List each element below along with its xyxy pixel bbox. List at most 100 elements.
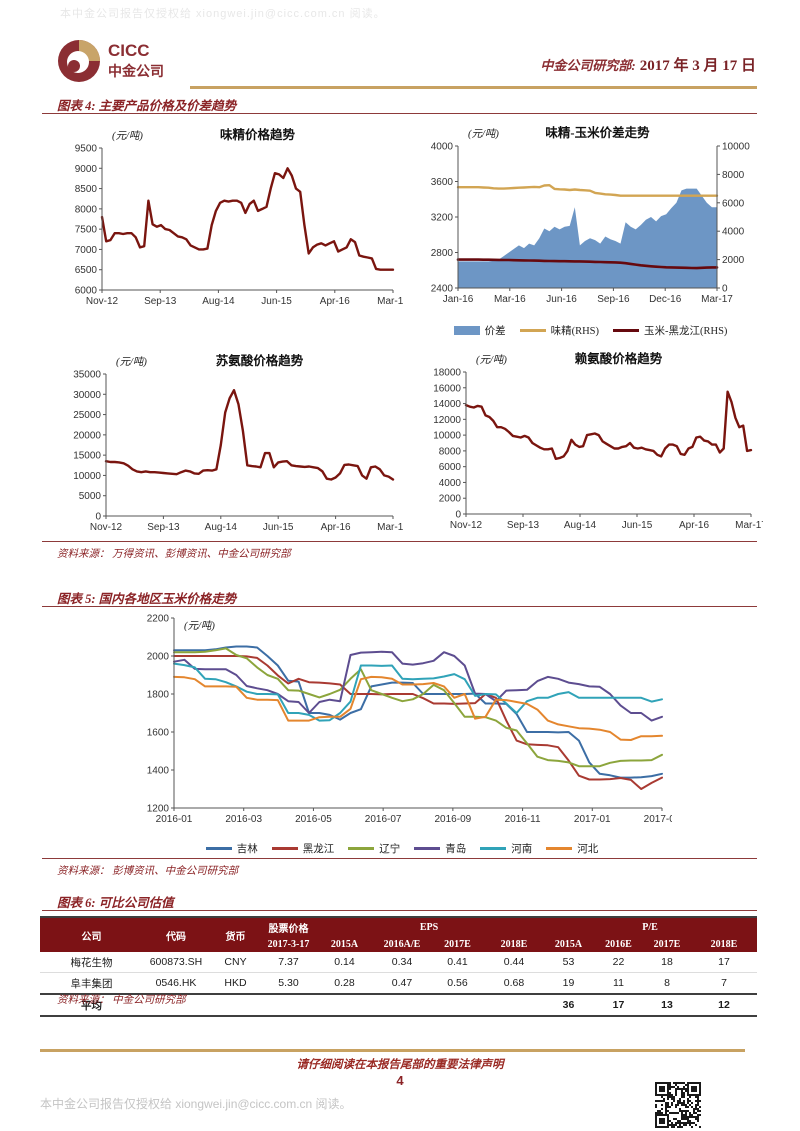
table-cell: CNY (224, 956, 247, 968)
col-subheader: 2017E (430, 937, 485, 952)
legend-label: 青岛 (445, 844, 467, 855)
chart-title: 赖氨酸价格趋势 (575, 351, 663, 366)
table-cell: 0.28 (334, 977, 355, 989)
chart-canvas: 1200 1400 1600 1800 2000 2200 2016-01 2016-03 20… (147, 614, 681, 826)
table-cell: 平均 (81, 1000, 102, 1012)
figure5-bottom-rule (42, 858, 757, 859)
x-tick-label: Apr-16 (320, 296, 350, 307)
table-cell: 13 (661, 999, 673, 1011)
figure4-title-rule (42, 113, 757, 114)
col-subheader: 2018E (691, 937, 757, 952)
legend-label: 黑龙江 (302, 844, 335, 855)
col-subheader: 2016E (594, 937, 643, 952)
qr-code (655, 1082, 701, 1131)
table-row: 阜丰集团 0546.HK HKD 5.30 0.28 0.47 0.56 0.68 19 11 8 7 (40, 973, 757, 994)
chart-canvas: 0 2000 4000 6000 8000 10000 12000 14000 16000 180… (433, 351, 767, 531)
table-cell: 0.68 (503, 977, 525, 989)
figure6-title: 图表 6: 可比公司估值 (57, 896, 174, 910)
series-line-河南 (173, 662, 663, 722)
table-cell: 22 (612, 956, 625, 968)
legend-swatch (519, 329, 546, 332)
table-cell (262, 994, 315, 1016)
table-cell: 5.30 (278, 977, 299, 989)
table-cell: 0.14 (334, 956, 355, 968)
y-tick-label: 0 (95, 512, 101, 523)
bottom-watermark: 本中金公司报告仅授权给 xiongwei.jin@cicc.com.cn 阅读。 (40, 1097, 352, 1111)
y-tick-label: 5000 (79, 491, 102, 502)
y2-tick-label: 2000 (722, 255, 745, 266)
x-tick-label: Nov-12 (450, 520, 483, 531)
chart-canvas: 0 5000 10000 15000 20000 25000 30000 35000 Nov-1… (73, 353, 409, 533)
col-subheader: 2017E (643, 937, 691, 952)
x-tick-label: 2016-07 (365, 814, 402, 825)
y-tick-label: 6000 (75, 286, 98, 297)
y-tick-label: 30000 (73, 390, 101, 401)
legend-swatch (205, 847, 232, 850)
col-header: 公司 (40, 917, 143, 952)
table-cell (374, 994, 430, 1016)
figure4-source: 资料来源： 万得资讯、彭博资讯、中金公司研究部 (57, 549, 291, 560)
series-line-赖氨酸价格 (464, 390, 753, 461)
legend-swatch (480, 847, 507, 850)
legend-swatch (546, 847, 573, 850)
cicc-logo-mark: CICC 中金公司 (58, 40, 164, 82)
x-tick-label: Dec-16 (649, 294, 682, 305)
research-dept-label: 中金公司研究部: (540, 58, 636, 73)
table-body: 梅花生物 600873.SH CNY 7.37 0.14 0.34 0.41 0.44 53 22… (40, 952, 757, 1016)
chart-unit-label: (元/吨) (468, 128, 499, 140)
col-subheader: 2018E (485, 937, 543, 952)
x-tick-label: Jun-15 (622, 520, 653, 531)
table-average-row: 平均 36 17 13 12 (40, 994, 757, 1016)
y-tick-label: 1800 (147, 690, 170, 701)
legend-swatch (414, 847, 441, 850)
x-tick-label: 2016-09 (435, 814, 472, 825)
legend-item: 青岛 (414, 841, 466, 856)
comparable-valuation-table: 公司 代码 货币 股票价格 EPS P/E 2017-3-17 2015A 2016A/E 201… (40, 916, 757, 1017)
x-tick-label: Jan-16 (443, 294, 474, 305)
legend-item: 味精(RHS) (519, 323, 599, 338)
y-tick-label: 18000 (433, 368, 461, 379)
y-tick-label: 2200 (147, 614, 170, 625)
y-tick-label: 6000 (439, 462, 462, 473)
y-tick-label: 4000 (439, 478, 462, 489)
chart-canvas: 2400 2800 3200 3600 4000 0 2000 4000 6000 8000 100… (431, 125, 750, 305)
series-line-辽宁 (173, 647, 663, 768)
table-cell: HKD (224, 977, 247, 989)
legend-label: 味精(RHS) (550, 326, 599, 337)
table-cell: 18 (661, 956, 673, 968)
x-tick-label: Sep-16 (597, 294, 630, 305)
legend-label: 玉米-黑龙江(RHS) (644, 326, 728, 337)
x-tick-label: Sep-13 (144, 296, 177, 307)
table-cell (430, 994, 485, 1016)
y-tick-label: 25000 (73, 410, 101, 421)
y-tick-label: 35000 (73, 370, 101, 381)
brand-cn-text: 中金公司 (108, 63, 164, 79)
col-header: 货币 (209, 917, 262, 952)
table-cell: 17 (612, 999, 625, 1011)
col-header-price-group: 股票价格 (262, 917, 315, 937)
table-cell: 0.34 (391, 956, 413, 968)
legend-item: 黑龙江 (271, 841, 335, 856)
chart-title: 味精-玉米价差走势 (545, 125, 650, 140)
y-tick-label: 7000 (75, 245, 98, 256)
x-tick-label: 2016-11 (505, 814, 541, 825)
table-cell: 12 (718, 999, 730, 1011)
chart-legend: 价差 味精(RHS) 玉米-黑龙江(RHS) (418, 323, 763, 338)
table-cell: 8 (664, 977, 670, 989)
chart-msg-corn-spread: 2400 2800 3200 3600 4000 0 2000 4000 6000 8000 100… (418, 120, 763, 338)
y2-tick-label: 4000 (722, 227, 745, 238)
table-header: 公司 代码 货币 股票价格 EPS P/E 2017-3-17 2015A 2016A/E 201… (40, 917, 757, 952)
table-cell: 7.37 (278, 956, 299, 968)
x-tick-label: Jun-15 (261, 296, 292, 307)
col-subheader: 2017-3-17 (262, 937, 315, 952)
x-tick-label: Mar-16 (494, 294, 526, 305)
y-tick-label: 2000 (147, 652, 170, 663)
figure6-source: 资料来源： 中金公司研究部 (57, 995, 186, 1006)
table-row: 梅花生物 600873.SH CNY 7.37 0.14 0.34 0.41 0.44 53 22… (40, 952, 757, 973)
col-header-eps-group: EPS (315, 917, 543, 937)
col-header-pe-group: P/E (543, 917, 757, 937)
legend-item: 玉米-黑龙江(RHS) (613, 323, 727, 338)
y-tick-label: 10000 (433, 431, 461, 442)
table-cell: 0.44 (503, 956, 525, 968)
